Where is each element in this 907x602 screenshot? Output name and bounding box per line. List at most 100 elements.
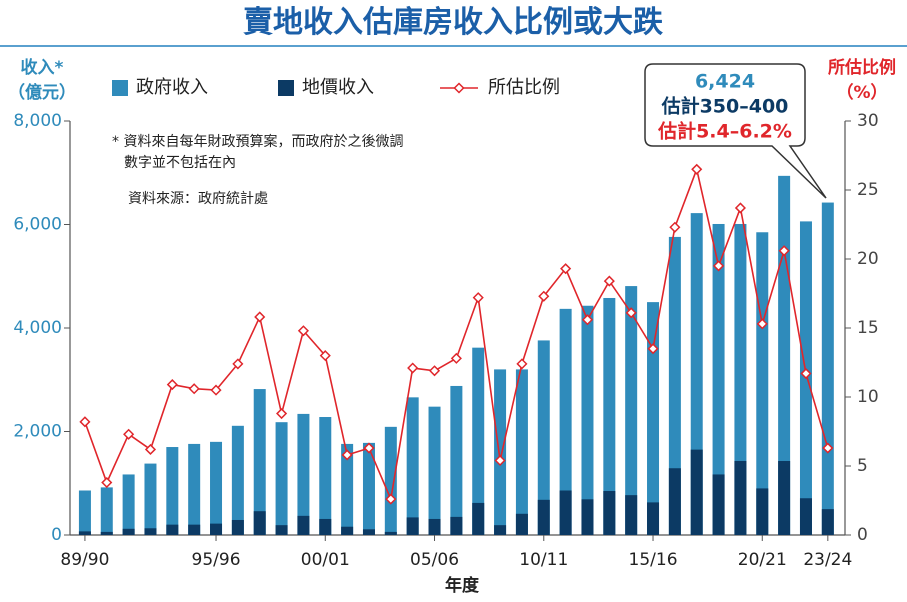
y2-axis-label: 所估比例 xyxy=(828,57,896,78)
line-marker xyxy=(385,493,397,505)
line-marker xyxy=(516,358,528,370)
x-tick-label: 10/11 xyxy=(519,550,568,570)
bar xyxy=(319,518,332,535)
y-tick-label: 2,000 xyxy=(13,422,62,442)
y2-tick-label: 0 xyxy=(857,525,868,545)
legend-swatch xyxy=(278,80,294,96)
bar xyxy=(406,517,419,535)
legend-label: 地價收入 xyxy=(302,77,374,98)
bar xyxy=(668,468,681,535)
bar xyxy=(799,498,812,535)
bar xyxy=(384,426,397,535)
line-marker xyxy=(669,221,681,233)
bar xyxy=(231,425,244,535)
bar xyxy=(341,526,354,535)
bar xyxy=(78,490,91,535)
bar xyxy=(472,502,485,535)
line-marker xyxy=(210,384,222,396)
line-marker xyxy=(778,245,790,257)
bar xyxy=(668,236,681,536)
line-marker xyxy=(166,379,178,391)
annotation-box xyxy=(644,63,827,199)
line-marker xyxy=(450,352,462,364)
line-marker xyxy=(472,292,484,304)
x-tick-label: 15/16 xyxy=(629,550,678,570)
bar xyxy=(78,531,91,535)
y2-tick-label: 30 xyxy=(857,111,879,131)
line-marker xyxy=(581,314,594,326)
line-marker xyxy=(756,318,768,330)
y2-tick-label: 5 xyxy=(857,456,868,476)
bar xyxy=(603,491,616,535)
bar xyxy=(515,369,528,535)
bar xyxy=(231,519,244,535)
bar xyxy=(144,528,157,535)
line-marker xyxy=(538,290,550,302)
bar xyxy=(319,417,332,535)
line-marker xyxy=(691,163,703,175)
y-tick-label: 8,000 xyxy=(13,111,62,131)
bar xyxy=(297,413,310,535)
bar xyxy=(494,525,507,535)
bar xyxy=(734,460,747,535)
source: 資料來源：政府統計處 xyxy=(128,191,268,207)
line-marker xyxy=(123,428,135,440)
bar xyxy=(188,443,201,535)
bar xyxy=(712,223,725,536)
bar xyxy=(362,529,375,535)
bar xyxy=(253,389,266,535)
y-tick-label: 6,000 xyxy=(13,215,62,235)
line-marker xyxy=(363,442,375,454)
y-axis-label: 收入* xyxy=(21,57,64,78)
annotation-text: 6,424 xyxy=(695,71,755,93)
bar xyxy=(559,490,572,535)
x-tick-label: 89/90 xyxy=(60,550,109,570)
line-marker xyxy=(341,449,353,461)
bar xyxy=(821,202,834,536)
bar xyxy=(756,488,769,535)
bar xyxy=(647,302,660,535)
bar xyxy=(275,525,288,535)
bar xyxy=(647,502,660,535)
bar xyxy=(362,442,375,535)
x-axis-label: 年度 xyxy=(445,575,480,596)
line-marker xyxy=(188,383,200,395)
line-marker xyxy=(800,367,812,380)
bar xyxy=(100,531,113,535)
y2-axis-label: （%） xyxy=(836,82,887,103)
legend-label: 所估比例 xyxy=(488,77,560,98)
bar xyxy=(100,487,113,535)
bar xyxy=(472,347,485,535)
line-marker xyxy=(625,307,637,319)
legend-label: 政府收入 xyxy=(136,77,208,98)
y2-tick-label: 25 xyxy=(857,180,879,200)
bar xyxy=(537,340,550,535)
bar xyxy=(210,523,223,535)
bar xyxy=(428,518,441,535)
line-marker xyxy=(407,362,419,374)
bar xyxy=(122,528,135,535)
bar xyxy=(253,511,266,535)
x-tick-label: 20/21 xyxy=(738,550,787,570)
bar xyxy=(494,369,507,535)
bar xyxy=(712,474,725,535)
line-marker xyxy=(560,263,572,275)
bar xyxy=(341,443,354,535)
x-tick-label: 00/01 xyxy=(301,550,350,570)
bar xyxy=(734,223,747,536)
bar xyxy=(450,516,463,535)
x-tick-label: 05/06 xyxy=(410,550,459,570)
bar xyxy=(428,406,441,535)
bar xyxy=(275,422,288,535)
line-marker xyxy=(101,476,113,489)
line-marker xyxy=(254,311,266,323)
bar xyxy=(122,474,135,535)
line-marker xyxy=(713,260,725,272)
note: 數字並不包括在內 xyxy=(124,155,236,171)
line-marker xyxy=(79,416,91,428)
bar xyxy=(210,441,223,535)
bar xyxy=(188,524,201,535)
bar xyxy=(690,449,703,535)
bar xyxy=(821,509,834,535)
